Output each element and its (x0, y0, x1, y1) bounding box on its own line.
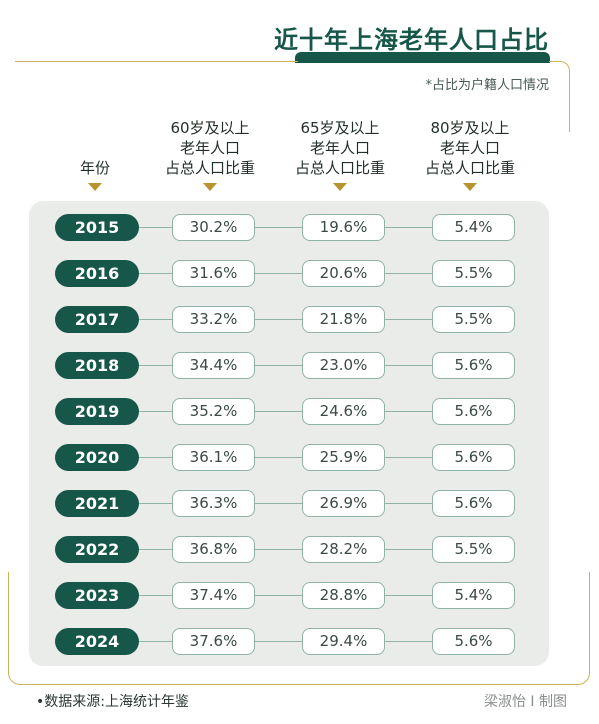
column-header-year: 年份 (79, 159, 110, 177)
year-pill: 2017 (55, 306, 139, 333)
year-pill: 2022 (55, 536, 139, 563)
table-row: 2017 33.2% 21.8% 5.5% (29, 306, 549, 334)
table-row: 2024 37.6% 29.4% 5.6% (29, 628, 549, 656)
column-arrow-80plus (463, 183, 477, 191)
table-row: 2023 37.4% 28.8% 5.4% (29, 582, 549, 610)
table-row: 2020 36.1% 25.9% 5.6% (29, 444, 549, 472)
year-pill: 2021 (55, 490, 139, 517)
value-65plus: 25.9% (302, 444, 385, 471)
row-connector-line (99, 227, 499, 228)
value-65plus: 24.6% (302, 398, 385, 425)
chart-credit: 梁淑怡 I 制图 (483, 694, 567, 710)
value-80plus: 5.6% (432, 398, 515, 425)
value-80plus: 5.6% (432, 444, 515, 471)
value-65plus: 26.9% (302, 490, 385, 517)
row-connector-line (99, 641, 499, 642)
table-row: 2018 34.4% 23.0% 5.6% (29, 352, 549, 380)
value-60plus: 35.2% (172, 398, 255, 425)
gold-rule-bottom-frame (8, 572, 590, 685)
value-60plus: 31.6% (172, 260, 255, 287)
row-connector-line (99, 549, 499, 550)
table-panel: 2015 30.2% 19.6% 5.4% 2016 31.6% 20.6% 5.5% 2017… (29, 201, 549, 666)
row-connector-line (99, 365, 499, 366)
year-pill: 2018 (55, 352, 139, 379)
row-connector-line (99, 273, 499, 274)
year-pill: 2019 (55, 398, 139, 425)
value-80plus: 5.5% (432, 260, 515, 287)
row-connector-line (99, 411, 499, 412)
value-60plus: 37.4% (172, 582, 255, 609)
row-connector-line (99, 595, 499, 596)
column-header-60plus: 60岁及以上 老年人口 占总人口比重 (164, 119, 255, 177)
value-80plus: 5.6% (432, 352, 515, 379)
column-arrow-year (88, 183, 102, 191)
data-source: •数据来源:上海统计年鉴 (36, 694, 189, 710)
value-60plus: 36.1% (172, 444, 255, 471)
value-60plus: 30.2% (172, 214, 255, 241)
value-65plus: 29.4% (302, 628, 385, 655)
value-80plus: 5.6% (432, 628, 515, 655)
value-80plus: 5.6% (432, 490, 515, 517)
column-header-80plus: 80岁及以上 老年人口 占总人口比重 (424, 119, 515, 177)
year-pill: 2023 (55, 582, 139, 609)
column-header-65plus: 65岁及以上 老年人口 占总人口比重 (294, 119, 385, 177)
table-row: 2022 36.8% 28.2% 5.5% (29, 536, 549, 564)
year-pill: 2015 (55, 214, 139, 241)
value-60plus: 37.6% (172, 628, 255, 655)
value-65plus: 19.6% (302, 214, 385, 241)
table-row: 2016 31.6% 20.6% 5.5% (29, 260, 549, 288)
value-80plus: 5.5% (432, 306, 515, 333)
value-60plus: 36.8% (172, 536, 255, 563)
value-65plus: 23.0% (302, 352, 385, 379)
row-connector-line (99, 457, 499, 458)
row-connector-line (99, 319, 499, 320)
value-65plus: 20.6% (302, 260, 385, 287)
gold-rule-top-left (15, 61, 298, 62)
column-arrow-60plus (203, 183, 217, 191)
row-connector-line (99, 503, 499, 504)
table-row: 2021 36.3% 26.9% 5.6% (29, 490, 549, 518)
title-underline-bar (295, 52, 550, 63)
value-80plus: 5.4% (432, 582, 515, 609)
value-65plus: 28.8% (302, 582, 385, 609)
column-arrow-65plus (333, 183, 347, 191)
table-row: 2015 30.2% 19.6% 5.4% (29, 214, 549, 242)
footnote: *占比为户籍人口情况 (425, 78, 549, 93)
gold-rule-top-right (549, 61, 570, 132)
value-80plus: 5.4% (432, 214, 515, 241)
year-pill: 2024 (55, 628, 139, 655)
value-80plus: 5.5% (432, 536, 515, 563)
value-60plus: 33.2% (172, 306, 255, 333)
year-pill: 2020 (55, 444, 139, 471)
value-60plus: 34.4% (172, 352, 255, 379)
value-65plus: 28.2% (302, 536, 385, 563)
table-row: 2019 35.2% 24.6% 5.6% (29, 398, 549, 426)
page-title: 近十年上海老年人口占比 (274, 26, 549, 54)
value-60plus: 36.3% (172, 490, 255, 517)
value-65plus: 21.8% (302, 306, 385, 333)
year-pill: 2016 (55, 260, 139, 287)
